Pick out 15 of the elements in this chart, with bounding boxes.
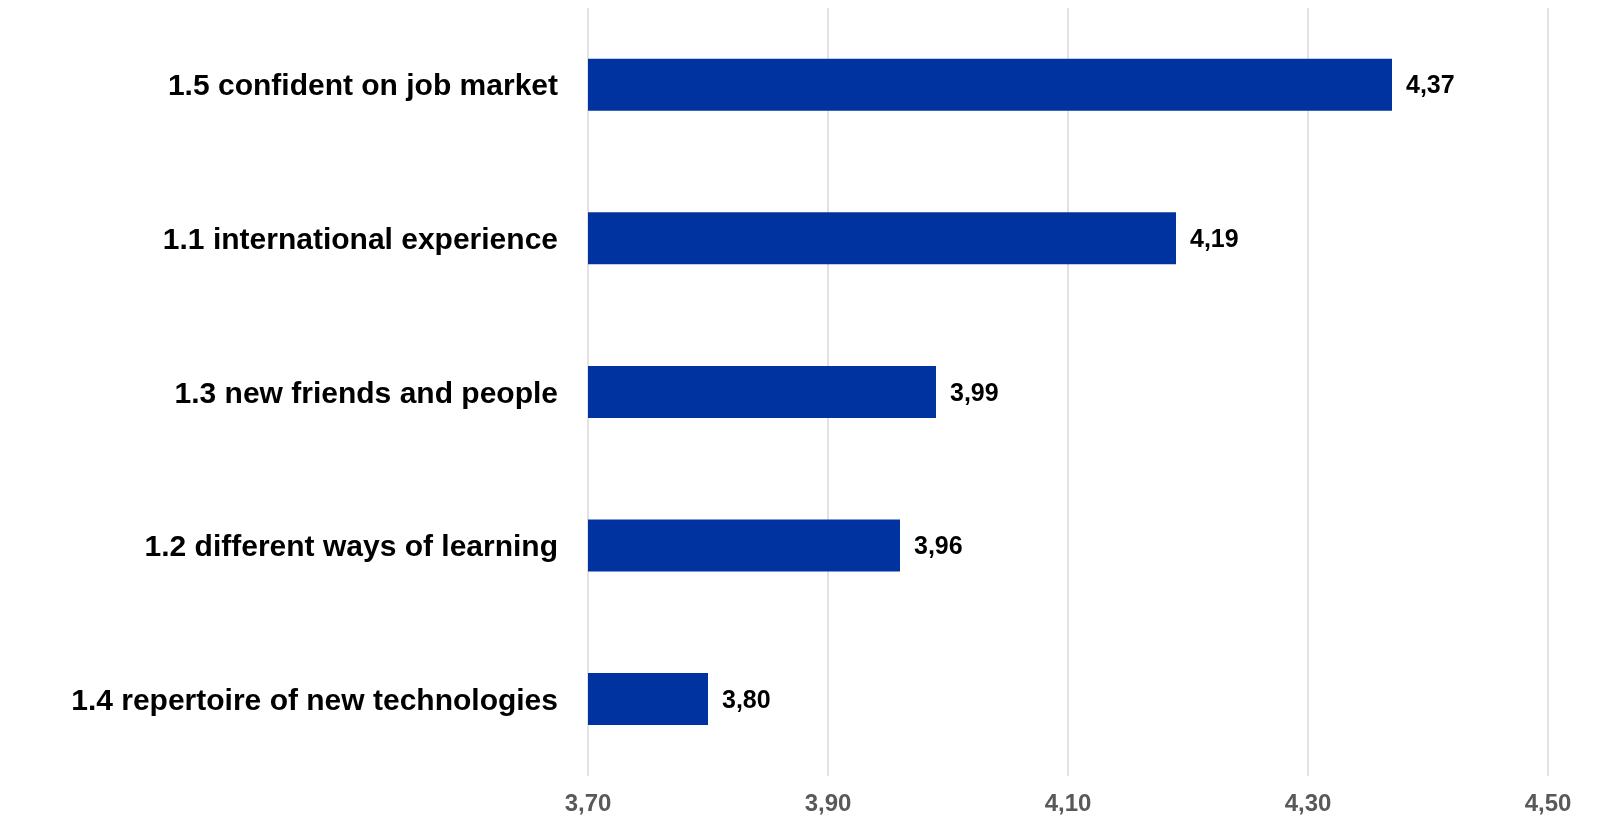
data-label: 3,99: [950, 377, 999, 406]
y-tick-label: 1.1 international experience: [162, 222, 558, 256]
data-label: 4,37: [1406, 70, 1455, 99]
x-tick-label: 4,10: [1044, 789, 1092, 817]
data-label: 3,96: [914, 531, 963, 560]
x-tick-label: 3,70: [564, 789, 612, 817]
x-tick-label: 3,90: [804, 789, 852, 817]
data-label: 3,80: [722, 684, 771, 713]
y-tick-label: 1.2 different ways of learning: [144, 529, 558, 563]
y-tick-label: 1.5 confident on job market: [167, 68, 559, 102]
data-label: 4,19: [1190, 224, 1239, 253]
x-tick-label: 4,30: [1284, 789, 1332, 817]
y-tick-label: 1.4 repertoire of new technologies: [71, 682, 558, 716]
y-tick-label: 1.3 new friends and people: [174, 375, 558, 409]
x-tick-label: 4,50: [1524, 789, 1572, 817]
